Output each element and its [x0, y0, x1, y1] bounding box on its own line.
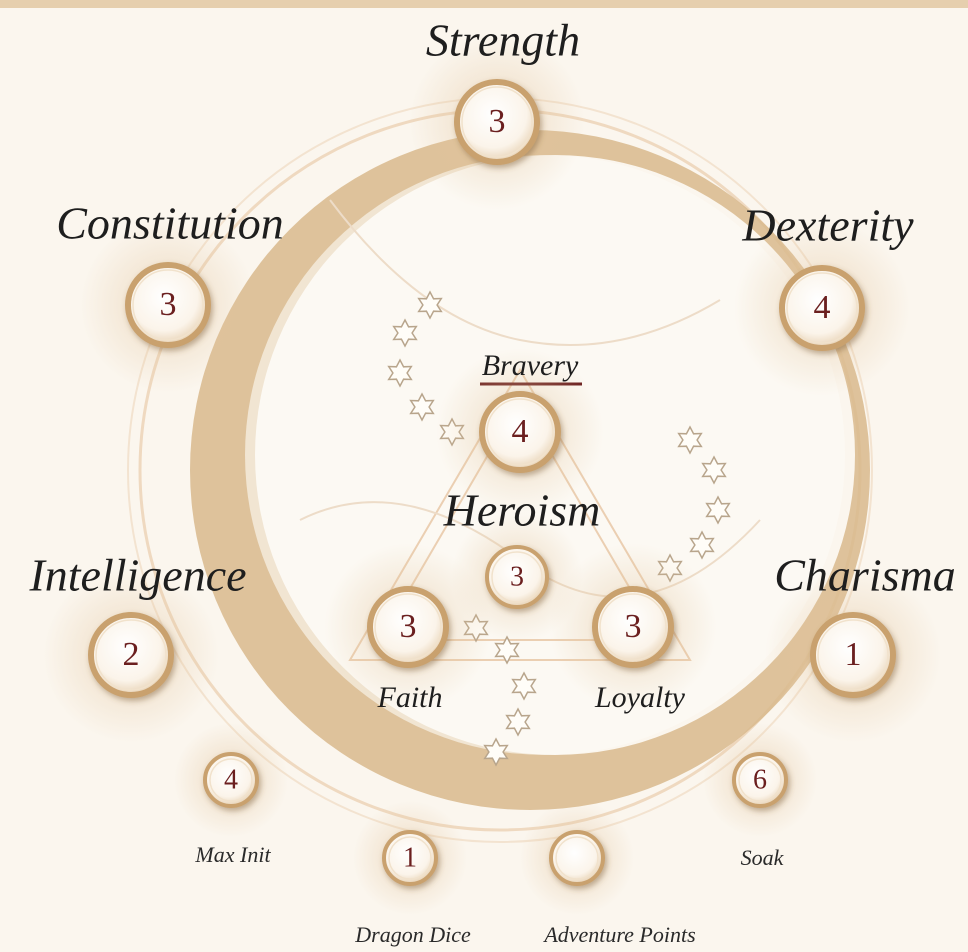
stat-value: 6 [753, 764, 767, 795]
stat-value: 1 [845, 636, 862, 673]
stat-value: 3 [489, 103, 506, 140]
top-border [0, 0, 968, 8]
stat-value: 2 [123, 636, 140, 673]
stat-label: Adventure Points [542, 922, 695, 947]
stat-orb [551, 832, 603, 884]
stat-label: Soak [741, 845, 785, 870]
stat-value: 3 [160, 286, 177, 323]
stat-label: Constitution [56, 198, 283, 249]
stat-label: Faith [377, 681, 443, 714]
stat-value: 3 [625, 608, 642, 645]
character-sheet: 3 Strength 3 Constitution 4 Dexterity 4 Bravery… [0, 0, 968, 952]
stat-label: Bravery [482, 349, 579, 382]
stat-label: Loyalty [594, 681, 686, 714]
stat-label: Heroism [443, 485, 601, 536]
stat-value: 1 [403, 842, 417, 873]
stat-value: 4 [224, 764, 238, 795]
stat-label: Strength [426, 15, 580, 66]
stat-value: 3 [400, 608, 417, 645]
stat-label: Dexterity [741, 200, 914, 251]
stat-value: 3 [510, 561, 524, 592]
stat-label: Dragon Dice [354, 922, 471, 947]
stat-label: Max Init [194, 842, 271, 867]
stat-label: Intelligence [28, 550, 246, 601]
stat-value: 4 [512, 413, 529, 450]
stat-value: 4 [814, 289, 831, 326]
stat-label: Charisma [774, 550, 955, 601]
